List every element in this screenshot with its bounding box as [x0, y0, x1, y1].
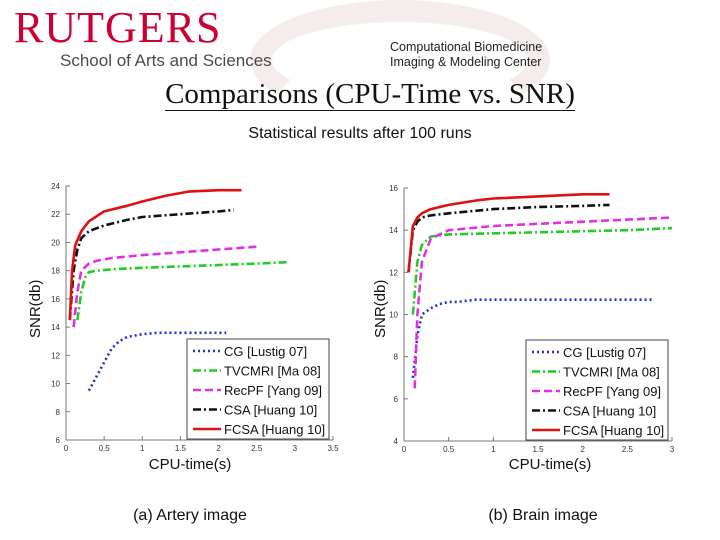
chart-artery-ylabel: SNR(db) [27, 279, 44, 338]
slide-subtitle: Statistical results after 100 runs [248, 125, 472, 142]
chart-brain-xlabel: CPU-time(s) [508, 456, 592, 473]
brain-ytick-label: 10 [389, 311, 398, 320]
artery-series-line [87, 331, 227, 392]
artery-legend-label: FCSA [Huang 10] [224, 422, 325, 437]
brain-xtick-label: 1.5 [532, 445, 544, 454]
artery-ytick-label: 18 [51, 267, 60, 276]
artery-ytick-label: 24 [51, 182, 60, 191]
artery-legend [186, 338, 330, 440]
artery-series-line [72, 245, 257, 328]
artery-ytick-label: 8 [56, 408, 61, 417]
artery-ytick-label: 6 [56, 436, 61, 445]
school-name: School of Arts and Sciences [60, 51, 272, 70]
artery-xtick-label: 0 [64, 444, 69, 453]
brain-series-line [411, 298, 655, 378]
artery-legend-label: TVCMRI [Ma 08] [224, 364, 321, 379]
brain-ytick-label: 16 [389, 184, 398, 193]
brain-series-line [407, 193, 610, 273]
brain-xtick-label: 2 [580, 445, 585, 454]
brain-xtick-label: 0 [402, 445, 407, 454]
brain-legend-label: CG [Lustig 07] [563, 345, 646, 360]
brain-legend-label: CSA [Huang 10] [563, 404, 656, 419]
brain-xtick-label: 2.5 [622, 445, 634, 454]
brain-xtick-label: 1 [491, 445, 496, 454]
artery-legend-label: CSA [Huang 10] [224, 403, 317, 418]
artery-ytick-label: 22 [51, 210, 60, 219]
artery-xtick-label: 0.5 [99, 444, 111, 453]
brain-series-line [407, 203, 610, 273]
center-name: Computational Biomedicine Imaging & Mode… [390, 40, 542, 70]
artery-ytick-label: 12 [51, 351, 60, 360]
brain-xtick-label: 0.5 [443, 445, 455, 454]
brain-series-line [413, 216, 673, 389]
brain-legend [525, 339, 669, 441]
artery-xtick-label: 1 [140, 444, 145, 453]
brain-ytick-label: 4 [394, 437, 399, 446]
brain-series-line [411, 226, 673, 315]
artery-legend-label: RecPF [Yang 09] [224, 383, 322, 398]
artery-xtick-label: 2 [216, 444, 221, 453]
artery-ytick-label: 20 [51, 238, 60, 247]
artery-xtick-label: 2.5 [251, 444, 263, 453]
artery-series-line [76, 260, 288, 321]
brain-legend-label: TVCMRI [Ma 08] [563, 365, 660, 380]
brain-ytick-label: 12 [389, 268, 398, 277]
chart-artery-xlabel: CPU-time(s) [148, 456, 232, 473]
artery-xtick-label: 3 [293, 444, 298, 453]
artery-legend-label: CG [Lustig 07] [224, 344, 307, 359]
slide-title-text: Comparisons (CPU-Time vs. SNR) [165, 78, 575, 111]
artery-xtick-label: 3.5 [327, 444, 339, 453]
brain-ytick-label: 6 [394, 395, 399, 404]
artery-series-line [68, 208, 234, 321]
brain-ytick-label: 14 [389, 226, 398, 235]
center-name-line1: Computational Biomedicine [390, 40, 543, 54]
brain-legend-label: RecPF [Yang 09] [563, 384, 661, 399]
center-name-line2: Imaging & Modeling Center [390, 55, 542, 69]
chart-brain-caption: (b) Brain image [488, 507, 598, 524]
artery-ytick-label: 14 [51, 323, 60, 332]
chart-artery-caption: (a) Artery image [133, 507, 247, 524]
brain-ytick-label: 8 [394, 353, 399, 362]
artery-ytick-label: 10 [51, 380, 60, 389]
artery-xtick-label: 1.5 [175, 444, 187, 453]
artery-series-line [68, 188, 242, 321]
rutgers-logo: RUTGERS [14, 3, 222, 52]
brain-xtick-label: 3 [670, 445, 675, 454]
slide-title: Comparisons (CPU-Time vs. SNR) [0, 78, 720, 111]
chart-brain-ylabel: SNR(db) [372, 279, 389, 338]
artery-ytick-label: 16 [51, 295, 60, 304]
brain-legend-label: FCSA [Huang 10] [563, 423, 664, 438]
